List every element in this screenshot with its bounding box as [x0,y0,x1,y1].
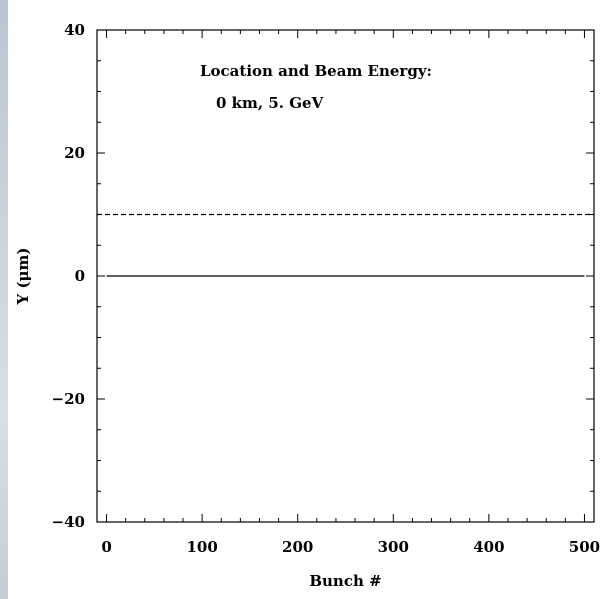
y-tick-label: −20 [52,390,85,408]
annotation-line-2: 0 km, 5. GeV [216,94,324,112]
y-tick-label: 0 [75,267,85,285]
y-tick-label: 20 [64,144,85,162]
ticks [97,29,594,523]
x-axis-title: Bunch # [309,572,381,590]
y-axis-title: Y (μm) [14,248,32,306]
labels: 0 100 200 300 400 500 −40 −20 0 20 40 [52,21,600,556]
series [97,213,594,277]
plot-panel [8,0,600,599]
y-tick-label: −40 [52,513,85,531]
x-tick-label: 200 [282,538,313,556]
x-tick-label: 0 [101,538,111,556]
x-tick-label: 100 [186,538,217,556]
x-tick-label: 400 [473,538,504,556]
x-tick-label: 500 [569,538,600,556]
x-tick-label: 300 [378,538,409,556]
y-tick-label: 40 [64,21,85,39]
annotation-line-1: Location and Beam Energy: [200,62,432,80]
